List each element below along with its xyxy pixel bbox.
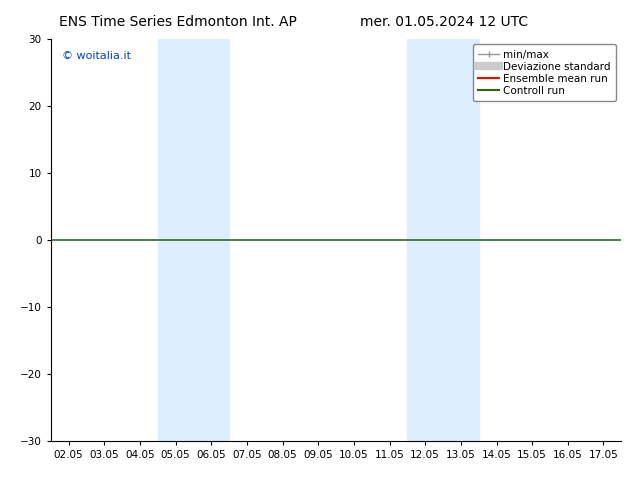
Bar: [193, 39, 229, 441]
Text: ENS Time Series Edmonton Int. AP: ENS Time Series Edmonton Int. AP: [58, 15, 297, 29]
Text: mer. 01.05.2024 12 UTC: mer. 01.05.2024 12 UTC: [359, 15, 528, 29]
Bar: [443, 39, 479, 441]
Bar: [158, 39, 193, 441]
Text: © woitalia.it: © woitalia.it: [62, 51, 131, 61]
Legend: min/max, Deviazione standard, Ensemble mean run, Controll run: min/max, Deviazione standard, Ensemble m…: [473, 45, 616, 101]
Bar: [407, 39, 443, 441]
